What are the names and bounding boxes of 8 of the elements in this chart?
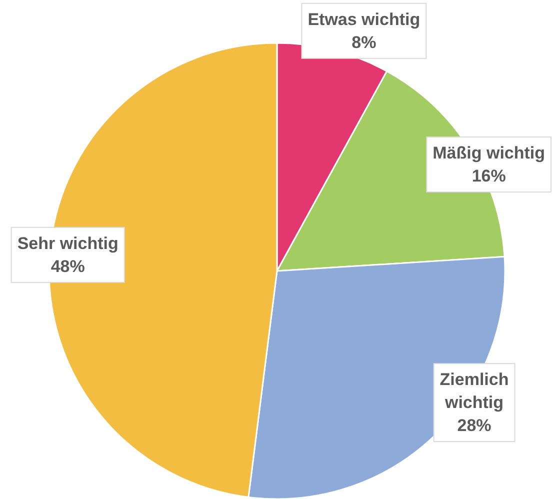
slice-label: Ziemlich wichtig xyxy=(440,370,509,412)
data-label: 8% xyxy=(352,32,376,52)
slice-label: Etwas wichtig xyxy=(308,10,420,29)
data-label: 48% xyxy=(50,256,85,276)
slice-label: Mäßig wichtig xyxy=(432,143,546,162)
slice-label: Sehr wichtig xyxy=(17,234,118,253)
data-label: 28% xyxy=(457,416,492,436)
data-label: 16% xyxy=(472,166,506,186)
